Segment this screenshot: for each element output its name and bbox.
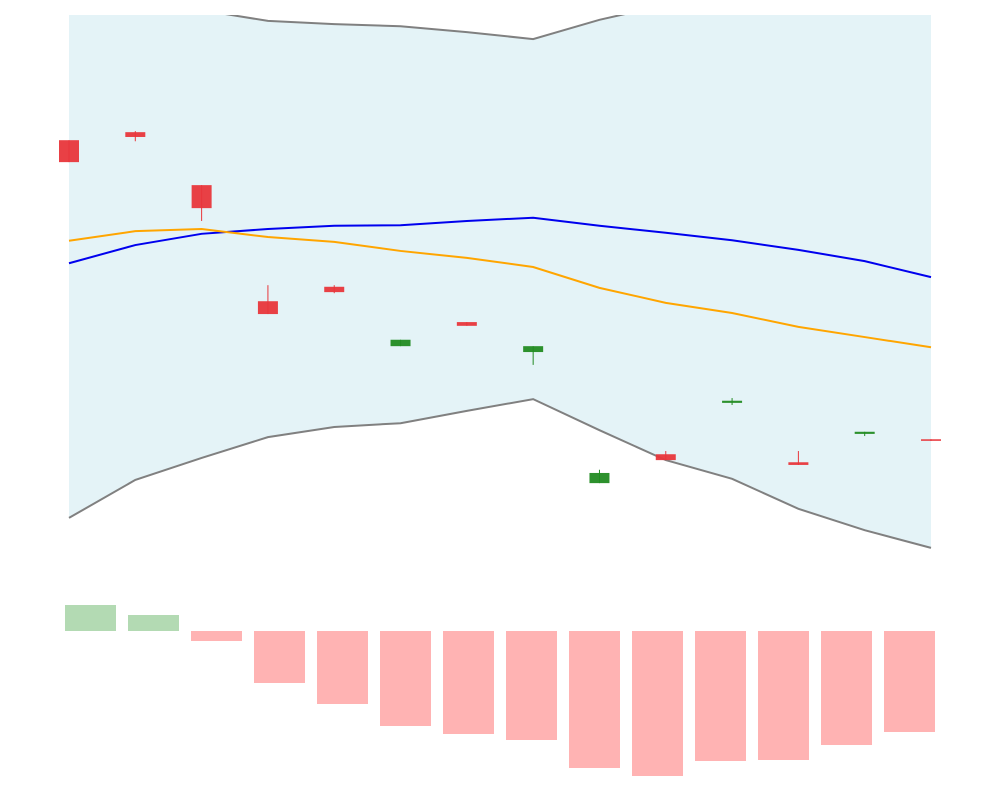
histogram-bar <box>380 631 431 726</box>
histogram-bar <box>65 605 116 631</box>
upper-band <box>225 15 626 41</box>
histogram-bar <box>884 631 935 732</box>
histogram-bar <box>569 631 620 768</box>
candle-body <box>257 301 278 315</box>
histogram-bar <box>821 631 872 745</box>
band-group <box>68 15 932 549</box>
candle-body <box>788 462 809 465</box>
moving-average-line <box>68 216 932 279</box>
candle-body <box>191 185 212 209</box>
candle-body <box>456 322 477 326</box>
histogram-bar <box>506 631 557 740</box>
candle-body <box>125 132 146 137</box>
candle-body <box>854 431 875 434</box>
candle-body <box>921 439 941 441</box>
candle-body <box>589 472 610 484</box>
band-fill <box>69 15 931 548</box>
histogram-bar <box>128 615 179 631</box>
candle-body <box>390 339 411 347</box>
candle-body <box>324 286 345 293</box>
histogram-bar <box>254 631 305 683</box>
histogram-bar <box>443 631 494 734</box>
candle-body <box>523 346 544 353</box>
lower-band <box>68 398 932 549</box>
moving-average-line <box>68 227 932 349</box>
histogram-bar <box>632 631 683 776</box>
candle-body <box>655 454 676 461</box>
histogram-bar <box>317 631 368 704</box>
histogram-bar <box>191 631 242 641</box>
histogram-bar <box>758 631 809 760</box>
histogram-bar <box>695 631 746 761</box>
candle-body <box>59 140 79 163</box>
candle-body <box>722 400 743 403</box>
